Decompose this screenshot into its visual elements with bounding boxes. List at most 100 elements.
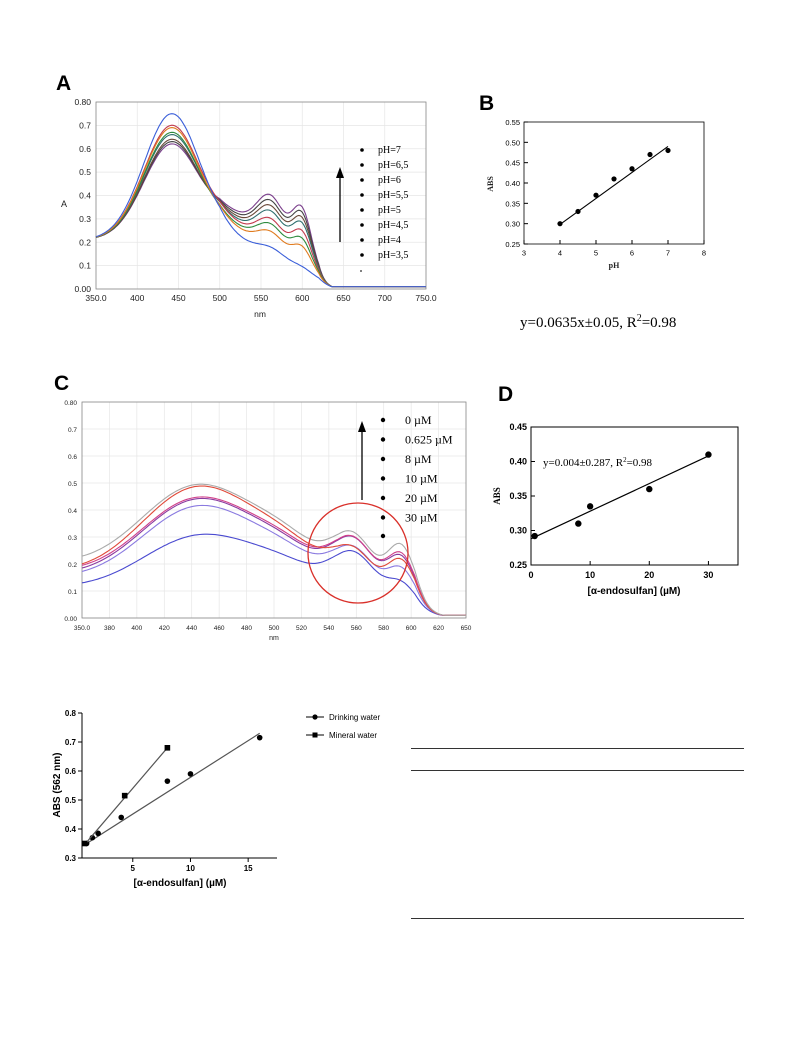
chart-c-legend-label: 30 µM [405,511,438,525]
chart-e-y-tick-label: 0.6 [65,767,77,776]
chart-e-x-axis-label: [α-endosulfan] (µM) [133,878,226,889]
chart-b-y-tick-label: 0.35 [505,199,520,208]
chart-a-legend-bullet [360,163,364,167]
chart-b-x-tick-label: 3 [522,249,526,258]
chart-c-y-tick-label: 0.3 [68,535,77,542]
chart-c-legend-bullet [380,495,386,501]
chart-c-x-tick-label: 380 [104,625,115,632]
chart-c-series-line-2 [81,497,466,616]
chart-a-legend-label: pH=4 [378,235,401,246]
chart-e-y-tick-label: 0.8 [65,709,77,718]
chart-b-y-tick-label: 0.25 [505,240,520,249]
chart-c-series-line-3 [81,496,466,616]
chart-a-legend-label: pH=6,5 [378,160,408,171]
chart-c-series-line-1 [81,504,466,616]
chart-a-x-tick-label: 700 [378,293,392,303]
chart-e-y-tick-label: 0.5 [65,796,77,805]
chart-c-x-axis-label: nm [269,635,279,642]
chart-e-y-axis-label: ABS (562 nm) [52,752,63,817]
chart-c-series-line-4 [81,485,466,616]
chart-c-trend-arrow-head [358,421,366,432]
panel-label-b: B [479,92,495,115]
chart-a-legend-label: pH=6 [378,175,401,186]
chart-c-legend-bullet [380,437,386,442]
chart-a-legend-bullet [360,253,364,257]
chart-a-y-tick-label: 0.00 [74,284,91,294]
chart-c-x-tick-label: 400 [131,625,142,632]
chart-c-legend-bullet [380,476,386,481]
chart-e-fit-line-0 [83,732,261,846]
chart-c-y-tick-label: 0.7 [68,427,77,434]
chart-c-x-tick-label: 460 [214,625,225,632]
chart-e-x-tick-label: 10 [186,864,195,873]
chart-b-x-tick-label: 7 [666,249,670,258]
chart-b-y-tick-label: 0.50 [505,138,520,147]
chart-c-legend-bullet [380,515,386,520]
chart-e-data-point-0-6 [256,734,263,741]
chart-c-legend-label: 0 µM [405,413,432,427]
chart-c-series-line-5 [81,483,466,616]
chart-d-y-tick-label: 0.45 [509,422,527,432]
chart-b-plot-frame [523,121,705,245]
chart-a-y-axis-label: A [61,199,67,209]
chart-a-legend-bullet [360,223,364,227]
chart-c-x-tick-label: 480 [241,625,252,632]
chart-a-legend-bullet [360,148,364,152]
chart-c-x-tick-label: 560 [351,625,362,632]
table-bottom-rule [411,918,744,919]
chart-e-legend-marker [312,714,318,720]
chart-e-legend-label: Mineral water [329,731,377,740]
chart-d-data-point-2 [586,503,594,510]
chart-b-data-point-0 [557,221,563,227]
chart-e-y-tick-label: 0.7 [65,738,77,747]
chart-a-y-tick-label: 0.6 [79,144,91,154]
chart-b-x-tick-label: 5 [594,249,598,258]
chart-d-x-tick-label: 10 [585,570,595,580]
chart-a-y-tick-label: 0.3 [79,214,91,224]
chart-b-y-tick-label: 0.30 [505,220,520,229]
chart-a-y-tick-label: 0.5 [79,167,91,177]
chart-e-legend-label: Drinking water [329,713,380,722]
chart-d-plot-frame [530,426,739,566]
chart-e-data-point-1-2 [164,745,171,751]
chart-d-x-axis-label: [α-endosulfan] (µM) [587,586,680,597]
chart-e-x-tick-label: 15 [244,864,253,873]
chart-c-y-tick-label: 0.80 [64,400,77,407]
chart-c-x-tick-label: 600 [406,625,417,632]
chart-a-plot-frame [95,101,427,290]
chart-a-x-tick-label: 350.0 [85,293,107,303]
chart-e-x-tick-label: 5 [131,864,136,873]
chart-c-x-tick-label: 420 [159,625,170,632]
chart-b-y-axis-label: ABS [486,176,495,192]
chart-b-x-tick-label: 8 [702,249,706,258]
chart-c-y-tick-label: 0.4 [68,508,77,515]
chart-c-x-tick-label: 580 [378,625,389,632]
chart-b-data-point-1 [575,208,581,215]
chart-c-legend-label: 20 µM [405,491,438,505]
chart-a-legend-bullet [360,208,364,212]
chart-d-x-tick-label: 20 [644,570,654,580]
chart-b-y-tick-label: 0.40 [505,179,520,188]
chart-a-x-tick-label: 500 [213,293,227,303]
chart-a-trend-arrow-head [336,167,344,178]
chart-e-data-point-1-1 [121,792,128,799]
chart-c-highlight-circle [307,502,409,604]
chart-c-legend-label: 8 µM [405,452,432,466]
chart-a-x-tick-label: 750.0 [415,293,437,303]
chart-c-y-tick-label: 0.1 [68,589,77,596]
chart-c-y-tick-label: 0.00 [64,616,77,623]
panel-label-c: C [54,372,70,395]
chart-d-y-tick-label: 0.30 [509,526,527,536]
chart-b-y-tick-label: 0.45 [505,159,520,168]
chart-b-data-point-2 [593,192,599,198]
chart-c-x-tick-label: 500 [269,625,280,632]
table-top-rule [411,748,744,749]
chart-a-legend-bullet [360,193,364,197]
chart-a-y-tick-label: 0.4 [79,191,91,201]
chart-a-legend-bullet [360,178,364,182]
chart-b-data-point-6 [665,147,671,154]
chart-b-data-point-3 [611,176,617,182]
chart-d-y-tick-label: 0.40 [509,457,527,467]
chart-c-x-tick-label: 650 [461,625,472,632]
chart-d-y-axis-label: ABS [492,487,502,505]
